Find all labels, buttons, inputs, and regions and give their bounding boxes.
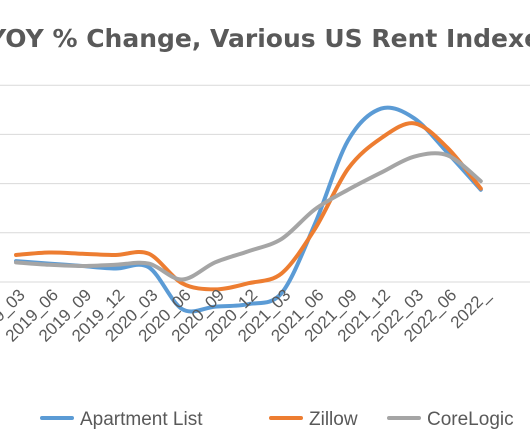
series-line-zillow	[14, 121, 483, 292]
series-line-apartment-list	[14, 105, 483, 314]
x-tick-label: 2022_	[447, 285, 494, 332]
legend-label: Zillow	[309, 409, 358, 430]
legend-label: CoreLogic	[427, 409, 514, 430]
chart-title: YOY % Change, Various US Rent Indexes	[0, 24, 530, 53]
x-axis-tick-labels: 2019_032019_062019_092019_122020_032020_…	[0, 285, 494, 346]
legend: Apartment List Zillow CoreLogic	[40, 409, 514, 430]
series-line-corelogic	[14, 151, 483, 282]
legend-label: Apartment List	[80, 409, 203, 430]
gridlines	[0, 84, 530, 283]
series-lines	[14, 105, 483, 314]
